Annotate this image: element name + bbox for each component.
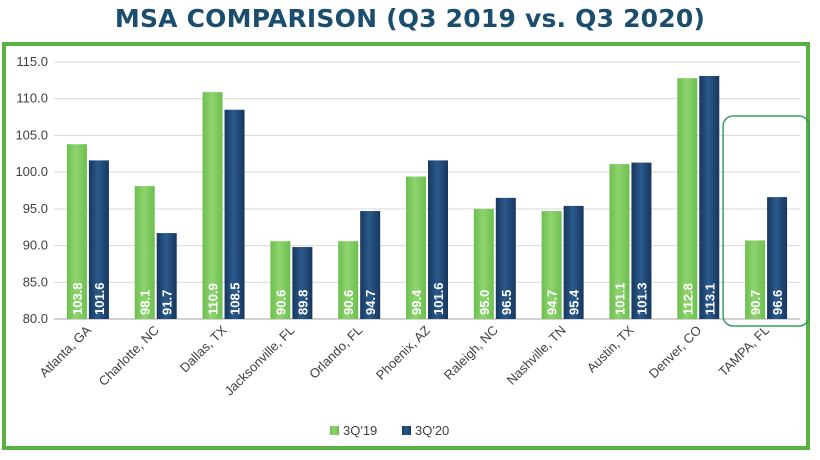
bar <box>134 186 155 319</box>
data-label: 108.5 <box>228 282 243 315</box>
bars: 103.8 101.6 98.1 91.7 110.9 108.5 90.6 89.8 90.6… <box>66 75 788 319</box>
chart-title: MSA COMPARISON (Q3 2019 vs. Q3 2020) <box>114 4 706 33</box>
data-label: 95.0 <box>477 290 492 315</box>
bar <box>428 160 448 319</box>
bar <box>338 241 359 319</box>
y-axis-ticks: 80.0 85.0 90.0 95.0 100.0 105.0 110.0 115.0 <box>15 54 48 326</box>
y-tick-label: 100.0 <box>15 164 48 179</box>
x-tick-label: Nashville, TN <box>504 323 569 388</box>
y-tick-label: 115.0 <box>16 54 48 69</box>
data-label: 90.7 <box>748 290 763 315</box>
data-label: 90.6 <box>273 290 288 315</box>
bar <box>66 144 87 319</box>
bar <box>541 211 562 319</box>
y-tick-label: 80.0 <box>23 311 48 326</box>
x-tick-label: Austin, TX <box>584 322 637 375</box>
y-tick-label: 105.0 <box>15 127 48 142</box>
x-tick-label: Raleigh, NC <box>441 323 501 383</box>
y-tick-label: 95.0 <box>23 201 48 216</box>
data-label: 101.6 <box>92 282 107 315</box>
highlight-box <box>722 115 810 327</box>
data-label: 101.3 <box>634 282 649 315</box>
data-label: 96.5 <box>499 290 514 315</box>
x-tick-label: Phoenix, AZ <box>373 322 433 382</box>
legend-swatch <box>402 426 411 435</box>
bar <box>360 211 381 319</box>
bar <box>631 162 652 319</box>
x-tick-label: Dallas, TX <box>177 322 230 375</box>
data-label: 95.4 <box>567 289 582 315</box>
data-label: 103.8 <box>70 282 85 315</box>
data-label: 98.1 <box>138 290 153 315</box>
x-tick-label: Atlanta, GA <box>36 322 94 380</box>
highlight <box>722 115 810 327</box>
y-tick-label: 110.0 <box>16 91 48 106</box>
x-tick-label: TAMPA, FL <box>715 323 772 380</box>
data-label: 91.7 <box>160 290 175 315</box>
legend-label: 3Q'19 <box>343 423 377 438</box>
x-tick-label: Denver, CO <box>646 323 705 382</box>
chart-frame <box>2 42 810 450</box>
data-label: 96.6 <box>770 290 785 315</box>
data-label: 90.6 <box>341 290 356 315</box>
bar <box>406 176 426 319</box>
bar <box>292 247 313 319</box>
gridlines <box>54 61 800 320</box>
data-label: 101.1 <box>612 282 627 315</box>
data-label: 113.1 <box>702 283 717 315</box>
bar <box>473 208 494 319</box>
bar <box>563 205 584 319</box>
bar <box>767 197 788 319</box>
data-label: 101.6 <box>431 282 446 315</box>
bar <box>224 109 245 319</box>
data-label: 112.8 <box>680 283 695 315</box>
bar <box>745 240 766 319</box>
y-tick-label: 85.0 <box>23 274 48 289</box>
y-tick-label: 90.0 <box>23 238 48 253</box>
legend-swatch <box>330 426 339 435</box>
bar <box>202 92 223 319</box>
data-label: 110.9 <box>206 283 221 315</box>
bar <box>495 197 516 319</box>
data-label: 94.7 <box>545 290 560 315</box>
bar <box>677 78 698 319</box>
bar <box>156 233 177 319</box>
legend-label: 3Q'20 <box>415 423 449 438</box>
data-label: 89.8 <box>295 290 310 315</box>
bar <box>88 160 109 319</box>
x-tick-label: Jacksonville, FL <box>221 323 297 399</box>
x-axis-ticks: Atlanta, GA Charlotte, NC Dallas, TXJackso… <box>36 322 772 398</box>
data-label: 99.4 <box>409 289 424 315</box>
legend: 3Q'19 3Q'20 <box>330 423 449 438</box>
bar <box>270 241 291 319</box>
data-label: 94.7 <box>363 290 378 315</box>
bar <box>699 75 720 319</box>
x-tick-label: Orlando, FL <box>306 323 365 382</box>
bar <box>609 164 630 319</box>
x-tick-label: Charlotte, NC <box>96 323 162 389</box>
